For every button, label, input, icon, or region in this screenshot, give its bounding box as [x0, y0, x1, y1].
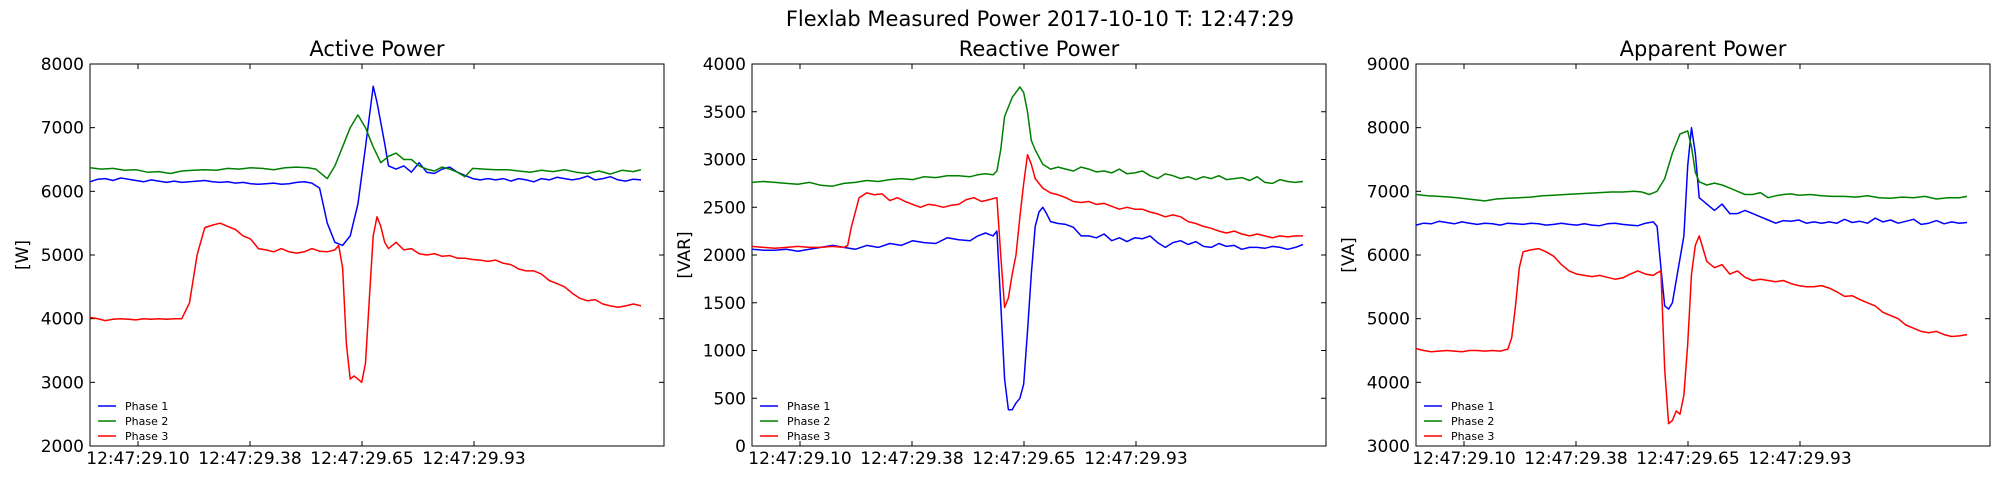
figure-title: Flexlab Measured Power 2017-10-10 T: 12:… [786, 7, 1294, 31]
active-power-legend-label: Phase 2 [125, 415, 168, 428]
apparent-power-series-line-2 [1415, 130, 1968, 202]
reactive-power-y-tick-label: 4000 [703, 55, 746, 75]
active-power-y-tick-label: 2000 [41, 437, 84, 457]
apparent-power-series-line-3 [1415, 235, 1968, 425]
active-power-legend-label: Phase 1 [125, 400, 168, 413]
apparent-power-title: Apparent Power [1620, 37, 1787, 61]
apparent-power-legend: Phase 1 Phase 2 Phase 3 [1424, 400, 1494, 443]
apparent-power-legend-label: Phase 3 [1451, 430, 1494, 443]
active-power-y-tick-label: 6000 [41, 182, 84, 202]
apparent-power-legend-label: Phase 1 [1451, 400, 1494, 413]
reactive-power-series-line-1 [751, 206, 1304, 411]
apparent-power-x-tick-label: 12:47:29.93 [1748, 449, 1851, 469]
reactive-power-y-tick-label: 1500 [703, 294, 746, 314]
active-power-chart: Active Power 2000 3000 4000 5000 6000 7000 8000… [13, 37, 665, 469]
reactive-power-x-tick-label: 12:47:29.38 [860, 449, 963, 469]
reactive-power-legend-label: Phase 3 [787, 430, 830, 443]
apparent-power-x-tick-label: 12:47:29.65 [1636, 449, 1739, 469]
active-power-y-axis-label: [W] [13, 240, 33, 270]
reactive-power-y-tick-label: 500 [714, 389, 746, 409]
apparent-power-y-axis-label: [VA] [1339, 237, 1359, 272]
reactive-power-y-axis-label: [VAR] [675, 231, 695, 278]
active-power-series-line-3 [89, 216, 642, 384]
active-power-series-line-2 [89, 114, 642, 180]
apparent-power-y-tick-label: 5000 [1367, 310, 1410, 330]
reactive-power-plot-frame [751, 63, 1327, 447]
active-power-y-tick-label: 8000 [41, 55, 84, 75]
active-power-legend: Phase 1 Phase 2 Phase 3 [98, 400, 168, 443]
reactive-power-x-tick-label: 12:47:29.10 [748, 449, 851, 469]
reactive-power-y-tick-label: 2500 [703, 198, 746, 218]
apparent-power-y-tick-label: 3000 [1367, 437, 1410, 457]
reactive-power-legend-label: Phase 2 [787, 415, 830, 428]
apparent-power-series-line-1 [1415, 126, 1968, 310]
reactive-power-x-tick-label: 12:47:29.65 [972, 449, 1075, 469]
active-power-x-tick-label: 12:47:29.65 [310, 449, 413, 469]
apparent-power-y-tick-label: 8000 [1367, 119, 1410, 139]
reactive-power-series-line-2 [751, 86, 1304, 187]
reactive-power-title: Reactive Power [959, 37, 1120, 61]
apparent-power-y-tick-label: 6000 [1367, 246, 1410, 266]
reactive-power-y-tick-label: 3500 [703, 103, 746, 123]
active-power-y-tick-label: 5000 [41, 246, 84, 266]
reactive-power-y-tick-label: 0 [735, 437, 746, 457]
active-power-y-tick-label: 4000 [41, 310, 84, 330]
active-power-legend-label: Phase 3 [125, 430, 168, 443]
apparent-power-y-tick-label: 7000 [1367, 182, 1410, 202]
active-power-series-line-1 [89, 85, 642, 247]
reactive-power-series-line-3 [751, 153, 1303, 309]
apparent-power-legend-label: Phase 2 [1451, 415, 1494, 428]
apparent-power-y-tick-label: 4000 [1367, 373, 1410, 393]
chart-panels: Active Power2000300040005000600070008000… [13, 37, 1991, 469]
active-power-plot-frame [89, 63, 665, 447]
active-power-x-tick-label: 12:47:29.10 [86, 449, 189, 469]
active-power-x-tick-label: 12:47:29.93 [422, 449, 525, 469]
apparent-power-x-tick-label: 12:47:29.10 [1412, 449, 1515, 469]
reactive-power-legend-label: Phase 1 [787, 400, 830, 413]
apparent-power-plot-frame [1415, 63, 1991, 447]
active-power-y-tick-label: 3000 [41, 373, 84, 393]
active-power-title: Active Power [309, 37, 444, 61]
reactive-power-y-tick-label: 2000 [703, 246, 746, 266]
active-power-x-tick-label: 12:47:29.38 [198, 449, 301, 469]
reactive-power-y-tick-label: 1000 [703, 342, 746, 362]
apparent-power-x-tick-label: 12:47:29.38 [1524, 449, 1627, 469]
apparent-power-chart: Apparent Power 3000 4000 5000 6000 7000 8000 90… [1339, 37, 1991, 469]
apparent-power-y-tick-label: 9000 [1367, 55, 1410, 75]
reactive-power-x-tick-label: 12:47:29.93 [1084, 449, 1187, 469]
active-power-y-tick-label: 7000 [41, 119, 84, 139]
reactive-power-legend: Phase 1 Phase 2 Phase 3 [760, 400, 830, 443]
reactive-power-y-tick-label: 3000 [703, 151, 746, 171]
reactive-power-chart: Reactive Power 0 500 1000 1500 2000 2500 3000 35… [675, 37, 1327, 469]
